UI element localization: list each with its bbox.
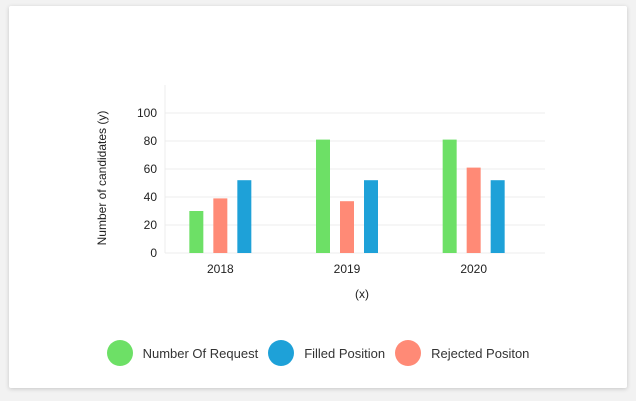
legend-item-number-of-request[interactable]: Number Of Request [106,340,259,366]
bar-filled-position-2020 [490,180,505,253]
bar-number-of-request-2019 [316,139,330,253]
legend-swatch-number-of-request [106,340,133,366]
legend-label: Filled Position [304,345,386,361]
y-axis-title: Number of candidates (y) [95,111,109,246]
bar-rejected-positon-2018 [213,198,228,253]
x-tick-label: 2020 [460,262,487,276]
legend-label: Number Of Request [142,345,259,361]
y-tick-label: 80 [144,134,158,148]
legend-swatch-filled-position [268,340,295,366]
y-tick-label: 100 [137,106,157,120]
y-tick-label: 40 [144,190,158,204]
y-tick-label: 0 [150,246,157,260]
x-tick-label: 2019 [334,262,361,276]
bar-number-of-request-2018 [189,211,204,253]
bar-number-of-request-2020 [442,139,457,253]
legend-label: Rejected Positon [431,345,530,361]
chart-legend: Number Of Request Filled Position Reject… [9,340,627,366]
bar-filled-position-2018 [237,180,252,253]
bar-rejected-positon-2020 [466,167,481,253]
x-tick-label: 2018 [207,262,234,276]
y-tick-label: 20 [144,218,158,232]
legend-item-rejected-positon[interactable]: Rejected Positon [395,340,529,366]
y-tick-label: 60 [144,162,158,176]
bar-filled-position-2019 [364,180,378,253]
bar-rejected-positon-2019 [340,201,354,253]
legend-swatch-rejected-positon [395,340,422,366]
x-axis-title: (x) [355,287,369,301]
legend-item-filled-position[interactable]: Filled Position [268,340,385,366]
